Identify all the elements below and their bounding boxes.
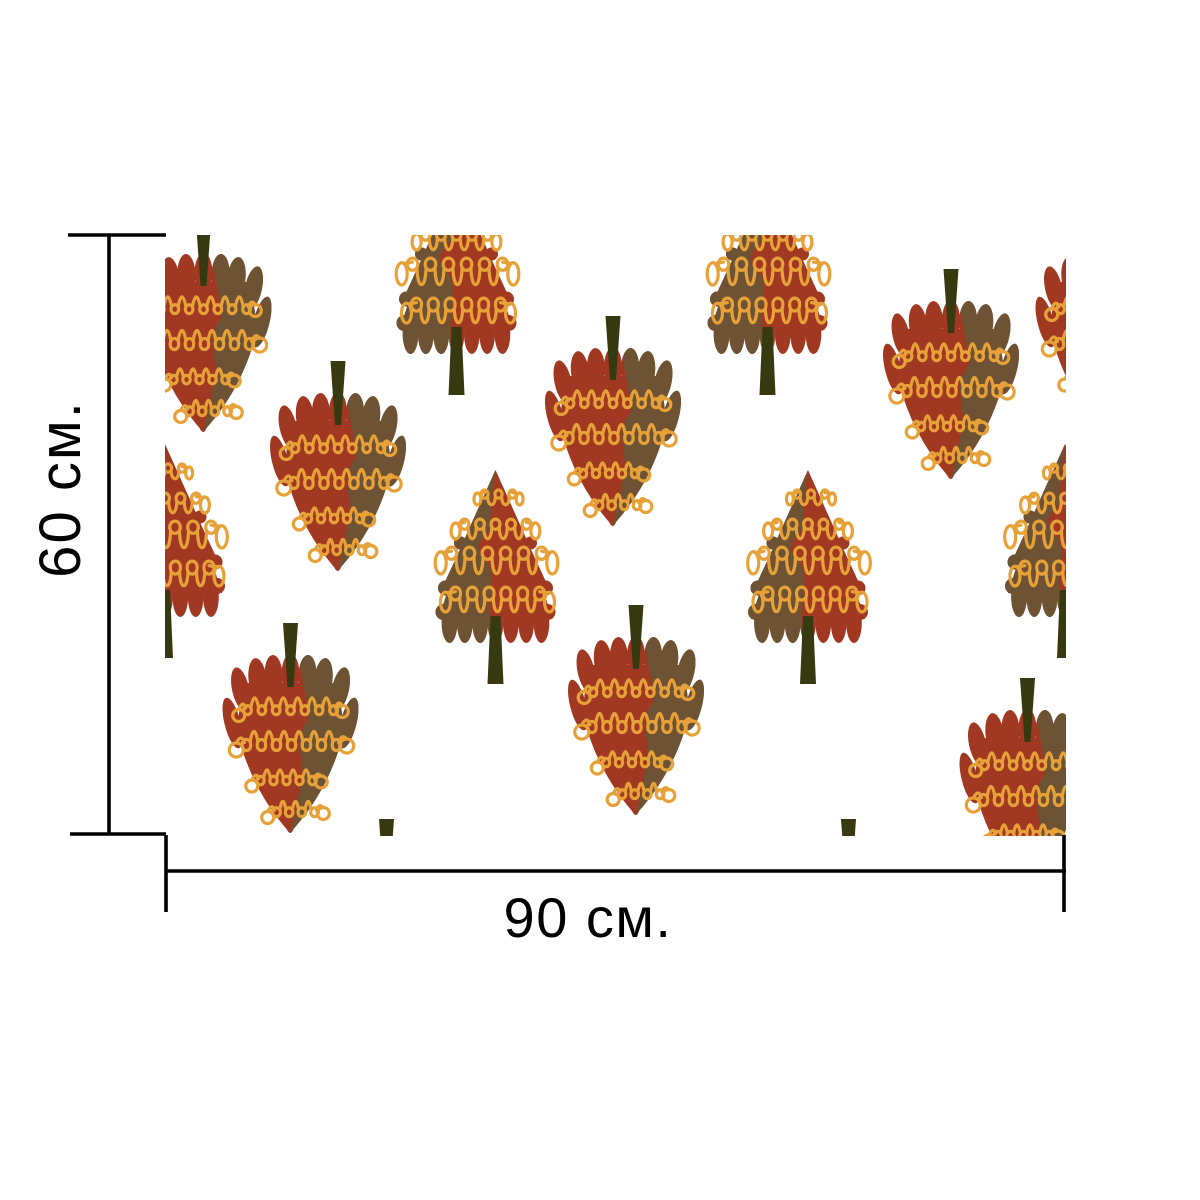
svg-text:60 см.: 60 см. <box>28 400 93 578</box>
svg-text:90 см.: 90 см. <box>504 886 673 949</box>
